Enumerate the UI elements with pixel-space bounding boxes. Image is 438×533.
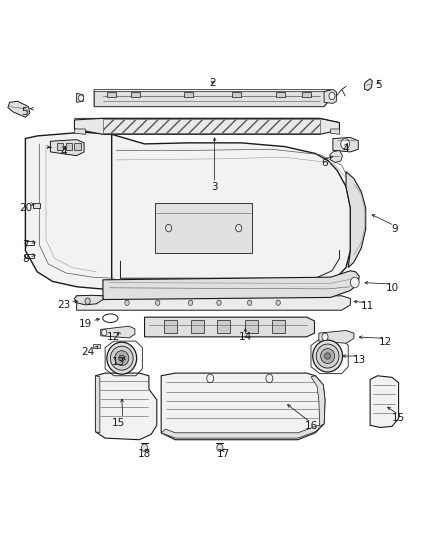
Polygon shape [131,92,140,97]
Ellipse shape [316,344,339,368]
Polygon shape [74,129,85,134]
Text: 9: 9 [391,224,398,234]
Text: 11: 11 [361,302,374,311]
Ellipse shape [115,351,129,366]
Polygon shape [94,91,331,107]
Polygon shape [66,143,72,150]
Polygon shape [164,320,177,333]
Text: 6: 6 [321,158,328,167]
Circle shape [350,277,359,288]
Polygon shape [319,330,354,343]
Polygon shape [232,92,241,97]
Text: 12: 12 [107,332,120,342]
Text: 2: 2 [209,78,216,87]
Text: 18: 18 [138,449,151,459]
Polygon shape [33,203,40,208]
Polygon shape [25,132,112,289]
Polygon shape [112,134,350,289]
Polygon shape [95,373,157,440]
Polygon shape [191,320,204,333]
Polygon shape [8,101,30,117]
Circle shape [125,300,129,305]
Text: 20: 20 [19,203,32,213]
Polygon shape [107,92,116,97]
Polygon shape [74,118,339,134]
Circle shape [141,444,148,451]
Text: 7: 7 [22,240,29,250]
Ellipse shape [321,349,335,364]
Ellipse shape [110,346,133,370]
Circle shape [217,300,221,305]
Polygon shape [161,373,325,440]
Polygon shape [155,203,252,253]
Polygon shape [74,295,103,305]
Text: 5: 5 [21,107,28,117]
Text: 14: 14 [239,332,252,342]
Circle shape [188,300,193,305]
Ellipse shape [119,355,125,361]
Text: 4: 4 [343,144,350,154]
Polygon shape [311,376,325,426]
Circle shape [102,329,107,336]
Polygon shape [184,92,193,97]
Polygon shape [101,326,135,338]
Circle shape [85,298,90,304]
Circle shape [247,300,252,305]
Text: 3: 3 [211,182,218,191]
Polygon shape [94,90,331,92]
Polygon shape [217,320,230,333]
Polygon shape [324,90,336,103]
Circle shape [217,444,223,451]
Text: 17: 17 [217,449,230,459]
Circle shape [322,333,328,341]
Text: 5: 5 [375,80,382,90]
Polygon shape [333,138,358,152]
Circle shape [329,92,335,100]
Text: 16: 16 [304,422,318,431]
Ellipse shape [325,353,331,359]
Ellipse shape [313,340,343,372]
Polygon shape [77,296,350,310]
Polygon shape [161,424,324,438]
Polygon shape [57,143,63,150]
Text: 13: 13 [112,358,125,367]
Ellipse shape [107,342,137,374]
Polygon shape [330,150,343,163]
Text: 15: 15 [112,418,125,427]
Text: 23: 23 [57,301,70,310]
Polygon shape [370,376,399,427]
Polygon shape [276,92,285,97]
Circle shape [155,300,160,305]
Polygon shape [331,129,339,134]
Circle shape [341,139,350,149]
Circle shape [78,95,84,101]
Polygon shape [74,143,81,150]
Polygon shape [95,376,100,433]
Text: 15: 15 [392,414,405,423]
Polygon shape [272,320,285,333]
Text: 4: 4 [60,147,67,157]
Polygon shape [93,344,100,348]
Polygon shape [103,271,359,300]
Polygon shape [145,317,314,337]
Text: 24: 24 [81,347,94,357]
Polygon shape [346,172,366,268]
Polygon shape [50,140,84,156]
Text: 12: 12 [379,337,392,347]
Text: 10: 10 [385,283,399,293]
Polygon shape [364,79,372,91]
Polygon shape [77,93,83,102]
Text: 13: 13 [353,355,366,365]
Text: 8: 8 [22,254,29,263]
Circle shape [276,300,280,305]
Polygon shape [302,92,311,97]
Polygon shape [245,320,258,333]
Text: 19: 19 [79,319,92,328]
